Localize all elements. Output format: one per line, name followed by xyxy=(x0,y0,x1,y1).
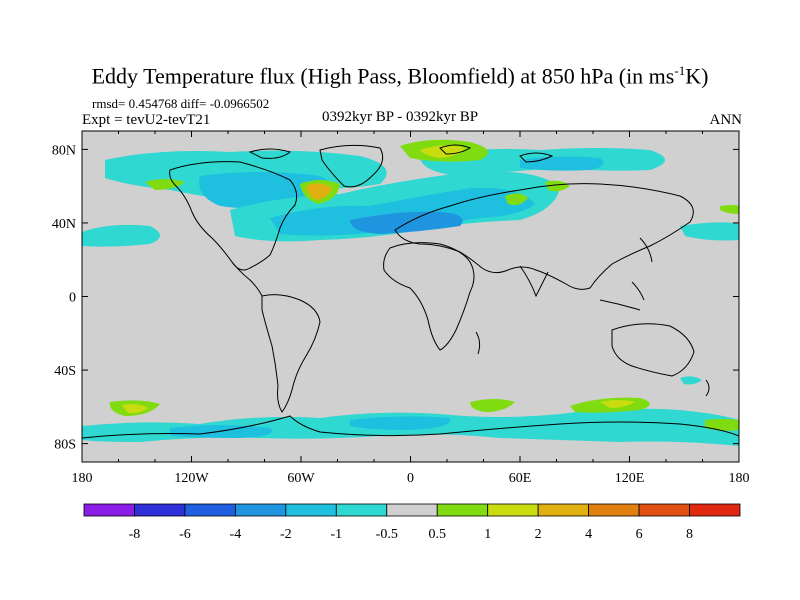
title-superscript: -1 xyxy=(674,63,686,78)
coastline-japan xyxy=(639,237,653,263)
longitude-axis: 180 120W 60W 0 60E 120E 180 xyxy=(72,131,750,486)
anomaly-region xyxy=(122,404,148,414)
colorbar-label: -2 xyxy=(280,527,292,542)
lat-tick-label: 80S xyxy=(54,438,76,453)
colorbar-label: 0.5 xyxy=(428,527,446,542)
anomaly-region xyxy=(600,400,635,408)
colorbar-label: 2 xyxy=(535,527,542,542)
latitude-axis: 80N 40N 0 40S 80S xyxy=(52,143,739,453)
coastline-novaya-zemlya xyxy=(519,152,554,163)
colorbar-label: 4 xyxy=(585,527,592,542)
colorbar-label: 6 xyxy=(636,527,643,542)
lon-tick-label: 120E xyxy=(615,471,645,486)
title-main: Eddy Temperature flux (High Pass, Bloomf… xyxy=(91,63,675,89)
colorbar-label: -8 xyxy=(129,527,141,542)
lon-tick-label: 180 xyxy=(72,471,93,486)
coastline-eurasia xyxy=(394,183,694,290)
coastline-arctic-islands xyxy=(248,148,292,159)
coastline-madagascar xyxy=(475,331,481,355)
chart-title: Eddy Temperature flux (High Pass, Bloomf… xyxy=(0,58,800,89)
coastline-greenland xyxy=(319,144,384,188)
colorbar-swatch xyxy=(638,503,690,517)
anomaly-region xyxy=(306,183,332,200)
anomaly-region xyxy=(82,224,160,247)
anomaly-region xyxy=(545,180,570,192)
coastline-north-america xyxy=(169,161,298,271)
lon-tick-label: 0 xyxy=(407,471,414,486)
coastline-india xyxy=(519,265,549,298)
anomaly-region xyxy=(470,399,515,412)
coastline-antarctica xyxy=(82,415,739,439)
anomaly-region xyxy=(520,156,604,171)
colorbar-swatch xyxy=(134,503,186,517)
colorbar-swatch xyxy=(689,503,741,517)
coastline-philippines xyxy=(631,281,645,301)
colorbar-swatch xyxy=(83,503,135,517)
lat-tick-label: 80N xyxy=(52,143,76,158)
anomaly-field xyxy=(82,139,739,446)
colorbar-labels: -8 -6 -4 -2 -1 -0.5 0.5 1 2 4 6 8 xyxy=(129,527,693,542)
anomaly-region xyxy=(680,222,739,241)
colorbar-label: -0.5 xyxy=(376,527,398,542)
lon-tick-label: 60W xyxy=(287,471,315,486)
title-tail: K) xyxy=(685,63,709,89)
anomaly-region xyxy=(720,205,739,214)
colorbar-label: -6 xyxy=(179,527,191,542)
anomaly-region xyxy=(680,376,702,385)
anomaly-region xyxy=(420,145,465,158)
coastline-indonesia xyxy=(599,299,641,311)
lon-tick-label: 120W xyxy=(174,471,209,486)
colorbar-swatch xyxy=(588,503,640,517)
coastline-svalbard xyxy=(439,144,472,155)
colorbar-swatch xyxy=(335,503,388,517)
anomaly-region xyxy=(705,419,739,431)
lon-tick-label: 60E xyxy=(509,471,532,486)
colorbar-swatch xyxy=(234,503,287,517)
period-label: 0392kyr BP - 0392kyr BP xyxy=(322,109,479,125)
colorbar-label: 8 xyxy=(686,527,693,542)
colorbar-swatch xyxy=(184,503,236,517)
anomaly-region xyxy=(505,193,528,206)
season-label: ANN xyxy=(709,112,743,128)
experiment-label: Expt = tevU2-tevT21 xyxy=(82,112,211,128)
lat-tick-label: 40S xyxy=(54,364,76,379)
colorbar-label: 1 xyxy=(484,527,491,542)
lat-tick-label: 40N xyxy=(52,217,76,232)
colorbar-swatch xyxy=(285,503,337,517)
coastlines xyxy=(82,144,739,439)
lon-tick-label: 180 xyxy=(729,471,750,486)
colorbar xyxy=(83,503,741,517)
colorbar-swatch xyxy=(487,503,539,517)
anomaly-region xyxy=(350,416,451,430)
colorbar-swatch xyxy=(386,503,438,517)
colorbar-label: -4 xyxy=(230,527,242,542)
anomaly-region xyxy=(145,179,185,190)
anomaly-region xyxy=(270,187,535,236)
lat-tick-label: 0 xyxy=(69,291,76,306)
coastline-central-america xyxy=(231,261,263,297)
stats-label: rmsd= 0.454768 diff= -0.0966502 xyxy=(92,96,270,111)
coastline-south-america xyxy=(261,294,321,413)
colorbar-label: -1 xyxy=(330,527,342,542)
coastline-new-zealand xyxy=(705,379,710,397)
coastline-australia xyxy=(611,323,695,377)
colorbar-swatch xyxy=(537,503,590,517)
colorbar-swatch xyxy=(436,503,489,517)
